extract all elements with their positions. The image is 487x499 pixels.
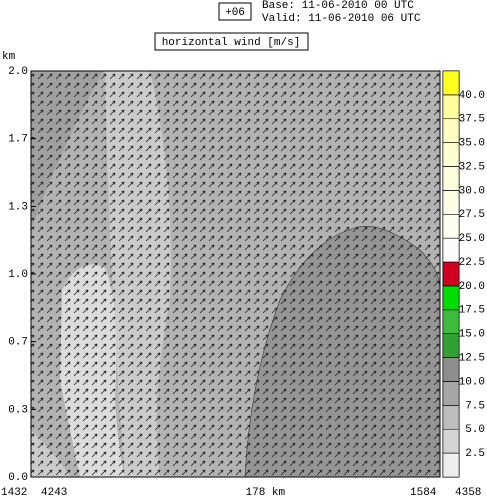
colorbar-label: 5.0 (465, 424, 485, 436)
colorbar-label: 27.5 (459, 209, 485, 221)
contour-field (30, 70, 441, 478)
colorbar-segment (442, 166, 460, 191)
y-tick-label: 1.3 (8, 201, 28, 213)
x-tick-label: 178 km (246, 487, 286, 499)
colorbar-label: 30.0 (459, 185, 485, 197)
title-box (154, 32, 309, 51)
x-tick-label: 1584 (410, 487, 437, 499)
colorbar-label: 7.5 (465, 400, 485, 412)
colorbar-label: 12.5 (459, 352, 485, 364)
step-box (218, 2, 252, 21)
colorbar-segment (442, 405, 460, 430)
x-tick-label: 4243 (41, 487, 67, 499)
colorbar-segment (442, 94, 460, 120)
colorbar-segment (442, 309, 460, 334)
colorbar-segment (442, 285, 460, 311)
colorbar-label: 32.5 (459, 161, 485, 173)
colorbar-segment (442, 237, 460, 263)
base-time: Base: 11-06-2010 00 UTC (262, 0, 414, 12)
colorbar-label: 25.0 (459, 233, 485, 245)
colorbar-segment (442, 214, 460, 239)
colorbar-label: 37.5 (459, 114, 485, 126)
colorbar-segment (442, 381, 460, 406)
y-tick-label: 2.0 (8, 66, 28, 78)
colorbar-segment (442, 357, 460, 382)
colorbar-label: 2.5 (465, 448, 485, 460)
colorbar-label: 35.0 (459, 138, 485, 150)
y-tick-label: 1.0 (8, 269, 28, 281)
colorbar-segment (442, 333, 460, 358)
y-tick-label: 0.7 (8, 337, 28, 349)
colorbar-segment (442, 70, 460, 96)
colorbar-label: 17.5 (459, 305, 485, 317)
x-tick-label: 1432 (1, 487, 27, 499)
colorbar-label: 20.0 (459, 281, 485, 293)
colorbar-label: 22.5 (459, 257, 485, 269)
colorbar-segment (442, 261, 460, 287)
colorbar-segment (442, 428, 460, 454)
y-tick-label: 0.0 (8, 472, 28, 484)
y-tick-label: 0.3 (8, 404, 28, 416)
colorbar-segment (442, 190, 460, 215)
colorbar-segment (442, 452, 460, 478)
colorbar-label: 10.0 (459, 376, 485, 388)
colorbar-label: 40.0 (459, 90, 485, 102)
chart-title: horizontal wind [m/s] (162, 37, 301, 49)
colorbar-segment (442, 142, 460, 167)
colorbar-segment (442, 118, 460, 143)
forecast-step: +06 (225, 7, 245, 19)
x-tick-label: 4358 (455, 487, 481, 499)
valid-time: Valid: 11-06-2010 06 UTC (262, 13, 421, 25)
colorbar-label: 15.0 (459, 329, 485, 341)
y-axis-label: km (2, 51, 16, 63)
y-tick-label: 1.7 (8, 134, 28, 146)
wind-vectors (31, 71, 440, 477)
